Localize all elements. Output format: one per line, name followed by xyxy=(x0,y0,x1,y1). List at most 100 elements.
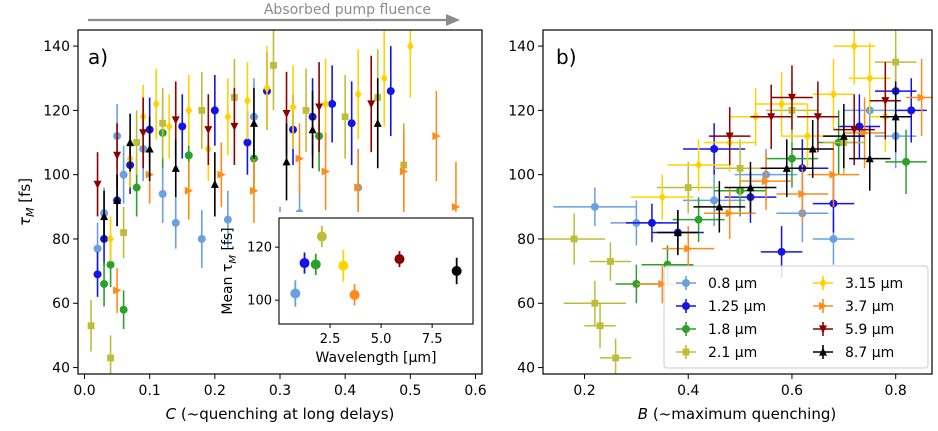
legend-label: 2.1 µm xyxy=(708,345,757,361)
data-point xyxy=(158,189,167,198)
data-point xyxy=(907,106,916,115)
inset-point xyxy=(310,259,321,270)
data-point xyxy=(684,244,693,253)
panel-b: 0.2 0.4 0.6 0.8 40 60 80 100 120 140 b) B (~maxi… xyxy=(508,29,933,423)
inset-x-ticks: 2.5 5.0 7.5 xyxy=(320,324,443,347)
data-point xyxy=(917,93,927,102)
legend-label: 5.9 µm xyxy=(845,322,894,338)
legend-marker xyxy=(682,325,690,333)
inset-point xyxy=(338,260,349,271)
x-tick-label: 0.3 xyxy=(269,383,291,399)
data-point xyxy=(725,132,734,141)
x-tick-label: 0.1 xyxy=(139,383,161,399)
y-tick-label: 100 xyxy=(508,168,535,184)
data-point xyxy=(386,87,395,96)
legend-marker xyxy=(682,279,690,287)
data-point xyxy=(295,154,304,163)
panel-a-y-axis-label: τM [fs] xyxy=(16,178,37,226)
legend-marker xyxy=(682,348,690,356)
data-point xyxy=(891,112,900,121)
data-point xyxy=(230,122,239,131)
legend-label: 0.8 µm xyxy=(708,276,757,292)
data-point xyxy=(850,126,859,135)
data-point xyxy=(839,131,848,140)
data-point xyxy=(308,125,317,134)
data-point xyxy=(881,97,890,106)
data-point xyxy=(178,122,187,131)
data-point xyxy=(328,99,337,108)
data-point xyxy=(223,215,232,224)
y-tick-label: 60 xyxy=(517,296,535,312)
data-point xyxy=(249,186,259,195)
y-tick-label: 60 xyxy=(52,296,70,312)
inset-frame xyxy=(278,217,474,325)
data-point xyxy=(406,41,414,52)
data-point xyxy=(782,163,791,172)
legend-item: 0.8 µm xyxy=(676,276,757,292)
data-point xyxy=(113,286,122,295)
panel-b-x-ticks: 0.2 0.4 0.6 0.8 xyxy=(573,374,907,399)
data-point xyxy=(210,106,219,115)
legend-label: 1.8 µm xyxy=(708,322,757,338)
data-point xyxy=(762,177,771,186)
inset-x-axis-label: Wavelength [µm] xyxy=(316,350,437,366)
data-point xyxy=(830,89,837,100)
data-point xyxy=(684,184,692,191)
data-point xyxy=(866,73,874,84)
data-point xyxy=(902,157,911,166)
legend-marker xyxy=(819,347,827,356)
data-point xyxy=(380,73,388,84)
y-tick-label: 140 xyxy=(43,39,70,55)
data-point xyxy=(591,299,599,307)
data-point xyxy=(673,228,682,237)
panel-b-y-ticks: 40 60 80 100 120 140 xyxy=(508,39,543,376)
y-tick-label: 140 xyxy=(508,39,535,55)
data-point xyxy=(777,247,786,256)
data-point xyxy=(171,218,180,227)
data-point xyxy=(185,105,193,116)
x-tick-label: 0.4 xyxy=(677,383,699,399)
series-1.25um xyxy=(625,55,927,278)
series-8.7um xyxy=(100,78,382,243)
x-tick-label: 0.2 xyxy=(573,383,595,399)
x-tick-label: 0.2 xyxy=(204,383,226,399)
x-tick-label: 7.5 xyxy=(422,332,443,347)
data-point xyxy=(145,144,154,153)
data-point xyxy=(695,160,702,171)
y-tick-label: 100 xyxy=(43,168,70,184)
data-point xyxy=(165,121,173,132)
data-point xyxy=(787,154,796,163)
data-point xyxy=(93,270,102,279)
panel-a-y-ticks: 40 60 80 100 120 140 xyxy=(43,39,78,376)
data-point xyxy=(120,229,128,236)
data-point xyxy=(315,103,324,112)
panel-a-x-axis-label: C (~quenching at long delays) xyxy=(166,405,395,423)
legend-label: 8.7 µm xyxy=(845,345,894,361)
data-point xyxy=(778,98,785,109)
inset-point xyxy=(451,266,462,276)
data-point xyxy=(132,183,141,192)
data-point xyxy=(767,113,776,122)
data-point xyxy=(850,41,858,52)
data-point xyxy=(715,202,724,211)
panel-b-x-axis-label: B (~maximum quenching) xyxy=(638,405,836,423)
data-point xyxy=(322,98,330,109)
panel-b-points xyxy=(543,30,932,374)
data-point xyxy=(184,151,193,160)
data-point xyxy=(725,209,735,218)
x-tick-label: 0.5 xyxy=(399,383,421,399)
x-tick-label: 0.4 xyxy=(334,383,356,399)
data-point xyxy=(746,183,755,192)
data-point xyxy=(865,154,874,163)
data-point xyxy=(152,98,160,109)
legend-marker xyxy=(819,302,828,310)
data-point xyxy=(263,82,271,93)
data-point xyxy=(354,183,363,192)
data-point xyxy=(100,279,109,288)
data-point xyxy=(197,234,206,243)
legend-marker xyxy=(819,325,827,334)
legend-item: 3.15 µm xyxy=(813,276,903,292)
data-point xyxy=(829,234,838,243)
data-point xyxy=(658,279,667,288)
series-0.8um xyxy=(553,81,917,265)
